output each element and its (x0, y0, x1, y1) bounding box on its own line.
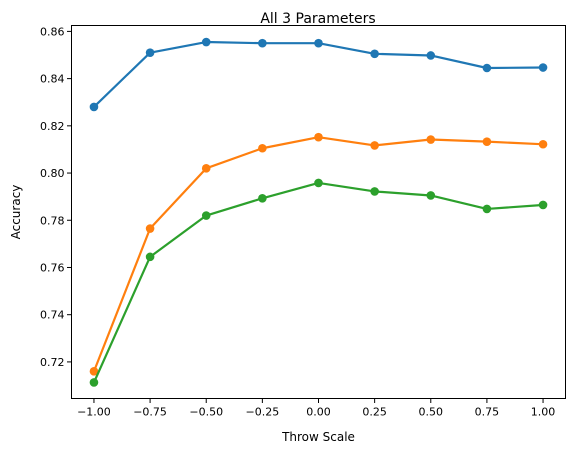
y-tick-label: 0.74 (40, 309, 65, 322)
x-tick-label: −0.25 (246, 406, 280, 419)
y-tick-label: 0.80 (40, 167, 65, 180)
series-layer (89, 37, 548, 387)
series-1-point (258, 38, 267, 48)
y-tick-label: 0.78 (40, 214, 65, 227)
chart-title: All 3 Parameters (260, 11, 375, 27)
y-tick-label: 0.72 (40, 356, 65, 369)
series-2-point (89, 367, 99, 376)
series-2-point (201, 164, 211, 173)
series-3-point (258, 194, 267, 203)
series-3-point (201, 211, 211, 220)
y-tick-label: 0.84 (40, 73, 65, 86)
x-tick-label: 0.50 (419, 406, 444, 419)
x-tick-label: 0.00 (306, 406, 331, 419)
series-2-point (258, 143, 267, 153)
series-1-point (482, 63, 492, 73)
series-1-point (538, 63, 548, 72)
series-3-point (426, 191, 436, 200)
series-1-point (145, 48, 155, 57)
series-1-point (314, 38, 323, 48)
series-1-point (370, 49, 379, 59)
x-tick-label: 0.25 (362, 406, 387, 419)
x-tick-label: −0.50 (189, 406, 223, 419)
series-1-point (201, 37, 211, 47)
y-axis-label: Accuracy (9, 185, 23, 240)
series-3-point (145, 252, 155, 262)
x-tick-label: −0.75 (133, 406, 167, 419)
series-3-point (314, 178, 323, 188)
series-1-point (89, 102, 99, 112)
y-tick-label: 0.82 (40, 120, 65, 133)
x-tick-label: 1.00 (531, 406, 556, 419)
series-2-point (538, 139, 548, 149)
series-2-point (314, 132, 323, 142)
x-axis-label: Throw Scale (281, 430, 355, 444)
series-3-line (92, 181, 545, 384)
series-2-point (426, 135, 436, 144)
series-2-point (370, 141, 379, 150)
series-2-line (92, 136, 545, 373)
series-1-point (426, 51, 436, 60)
series-3-point (482, 204, 492, 214)
series-3-point (370, 187, 379, 196)
ticks-layer: −1.00 −0.75 −0.50 −0.25 0.00 0.25 0.50 0.75 1.00… (40, 25, 555, 418)
series-3-point (538, 200, 548, 210)
x-tick-label: 0.75 (475, 406, 500, 419)
plot-area-frame (71, 25, 566, 399)
series-1-line (92, 40, 545, 109)
series-2-point (482, 137, 492, 146)
x-tick-label: −1.00 (77, 406, 111, 419)
y-tick-label: 0.76 (40, 261, 65, 274)
y-tick-label: 0.86 (40, 25, 65, 38)
series-2-point (145, 224, 155, 233)
series-3-point (89, 378, 99, 387)
